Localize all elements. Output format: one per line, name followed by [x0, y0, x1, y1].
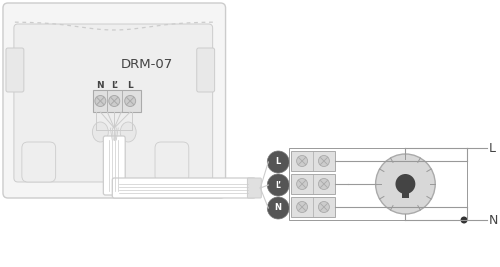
Circle shape [460, 217, 468, 223]
FancyBboxPatch shape [402, 193, 409, 198]
FancyBboxPatch shape [104, 136, 125, 195]
FancyBboxPatch shape [94, 90, 141, 112]
FancyBboxPatch shape [14, 24, 212, 182]
Text: N: N [274, 203, 281, 213]
FancyBboxPatch shape [248, 178, 262, 198]
Text: N: N [96, 81, 104, 91]
Circle shape [396, 174, 415, 194]
Circle shape [124, 96, 136, 107]
FancyBboxPatch shape [22, 142, 56, 182]
Text: L’: L’ [275, 180, 281, 190]
Circle shape [109, 96, 120, 107]
FancyBboxPatch shape [3, 3, 226, 198]
Text: DRM-07: DRM-07 [121, 58, 173, 72]
Circle shape [95, 96, 106, 107]
Circle shape [268, 174, 289, 196]
Circle shape [318, 202, 330, 213]
Circle shape [296, 155, 308, 167]
Text: L: L [128, 81, 133, 91]
FancyBboxPatch shape [112, 178, 256, 198]
FancyBboxPatch shape [291, 174, 335, 194]
Text: L: L [489, 142, 496, 155]
FancyBboxPatch shape [291, 197, 335, 217]
FancyBboxPatch shape [291, 151, 335, 171]
FancyBboxPatch shape [155, 142, 189, 182]
Circle shape [376, 154, 435, 214]
Text: L’: L’ [111, 81, 118, 91]
Circle shape [296, 179, 308, 190]
Circle shape [296, 202, 308, 213]
Ellipse shape [120, 122, 136, 142]
Circle shape [318, 155, 330, 167]
FancyBboxPatch shape [6, 48, 24, 92]
Circle shape [318, 179, 330, 190]
Circle shape [268, 197, 289, 219]
Text: L: L [276, 158, 281, 167]
Ellipse shape [92, 122, 108, 142]
Text: N: N [489, 214, 498, 226]
FancyBboxPatch shape [196, 48, 214, 92]
Circle shape [268, 151, 289, 173]
